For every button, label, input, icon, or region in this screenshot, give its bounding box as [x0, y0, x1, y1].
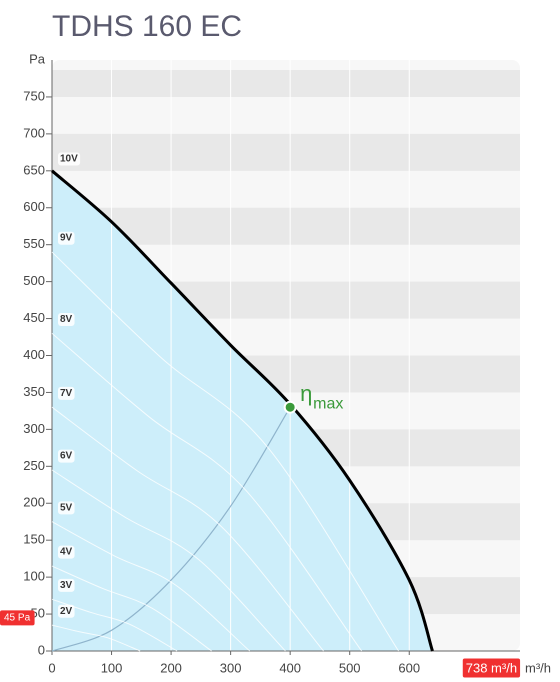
curve-label-bg [58, 312, 75, 326]
curve-label: 9V [60, 233, 73, 244]
fan-curve [51, 521, 251, 652]
y-tick-label: 200 [23, 495, 45, 510]
curve-label: 3V [60, 580, 73, 591]
curve-label-bg [58, 449, 75, 463]
y-tick-label: 250 [23, 458, 45, 473]
y-tick-label: 550 [23, 236, 45, 251]
curve-label-bg [58, 604, 75, 618]
y-tick-label: 750 [23, 88, 45, 103]
y-tick-label: 450 [23, 310, 45, 325]
grid-band [52, 133, 520, 171]
curve-label-bg [58, 578, 75, 592]
fan-curve [51, 332, 363, 652]
y-axis-label: Pa [29, 51, 46, 66]
fan-curve [51, 565, 212, 652]
curve-label: 7V [60, 388, 73, 399]
fan-curve [51, 469, 286, 652]
curve-label: 2V [60, 606, 73, 617]
y-tick-label: 0 [38, 642, 45, 657]
y-tick-label: 600 [23, 199, 45, 214]
x-tick-label: 0 [48, 660, 55, 675]
y-tick-label: 700 [23, 125, 45, 140]
curve-label: 6V [60, 451, 73, 462]
x-axis-label: m³/h [525, 660, 551, 675]
curve-label: 4V [60, 547, 73, 558]
y-tick-label: 300 [23, 421, 45, 436]
y-tick-label: 100 [23, 569, 45, 584]
fan-curve [51, 251, 399, 652]
curve-label: 10V [60, 153, 78, 164]
chart-title: TDHS 160 EC [52, 10, 242, 43]
curve-label: 8V [60, 314, 73, 325]
curve-label: 5V [60, 502, 73, 513]
y-marker-label: 45 Pa [4, 612, 31, 623]
y-tick-label: 400 [23, 347, 45, 362]
fan-curve [51, 624, 141, 652]
x-marker [462, 658, 521, 678]
y-tick-label: 350 [23, 384, 45, 399]
curve-label-bg [58, 231, 75, 245]
y-tick-label: 500 [23, 273, 45, 288]
eta-label: η [300, 381, 312, 406]
x-tick-label: 200 [160, 660, 182, 675]
curve-label-bg [58, 386, 75, 400]
x-tick-label: 500 [339, 660, 361, 675]
fan-curve [51, 598, 178, 652]
grid-band [52, 70, 520, 97]
fan-curve [51, 406, 324, 652]
y-tick-label: 150 [23, 532, 45, 547]
y-marker [0, 610, 35, 626]
eta-sub: max [313, 395, 343, 412]
eta-max-point [283, 400, 297, 414]
operating-area [52, 170, 433, 651]
curve-label-bg [58, 152, 81, 166]
y-tick-label: 650 [23, 162, 45, 177]
curve-label-bg [58, 545, 75, 559]
x-marker-label: 738 m³/h [466, 660, 517, 675]
x-tick-label: 600 [398, 660, 420, 675]
x-tick-label: 400 [279, 660, 301, 675]
fan-curve [51, 169, 434, 652]
curve-label-bg [58, 501, 75, 515]
x-tick-label: 100 [101, 660, 123, 675]
x-tick-label: 300 [220, 660, 242, 675]
